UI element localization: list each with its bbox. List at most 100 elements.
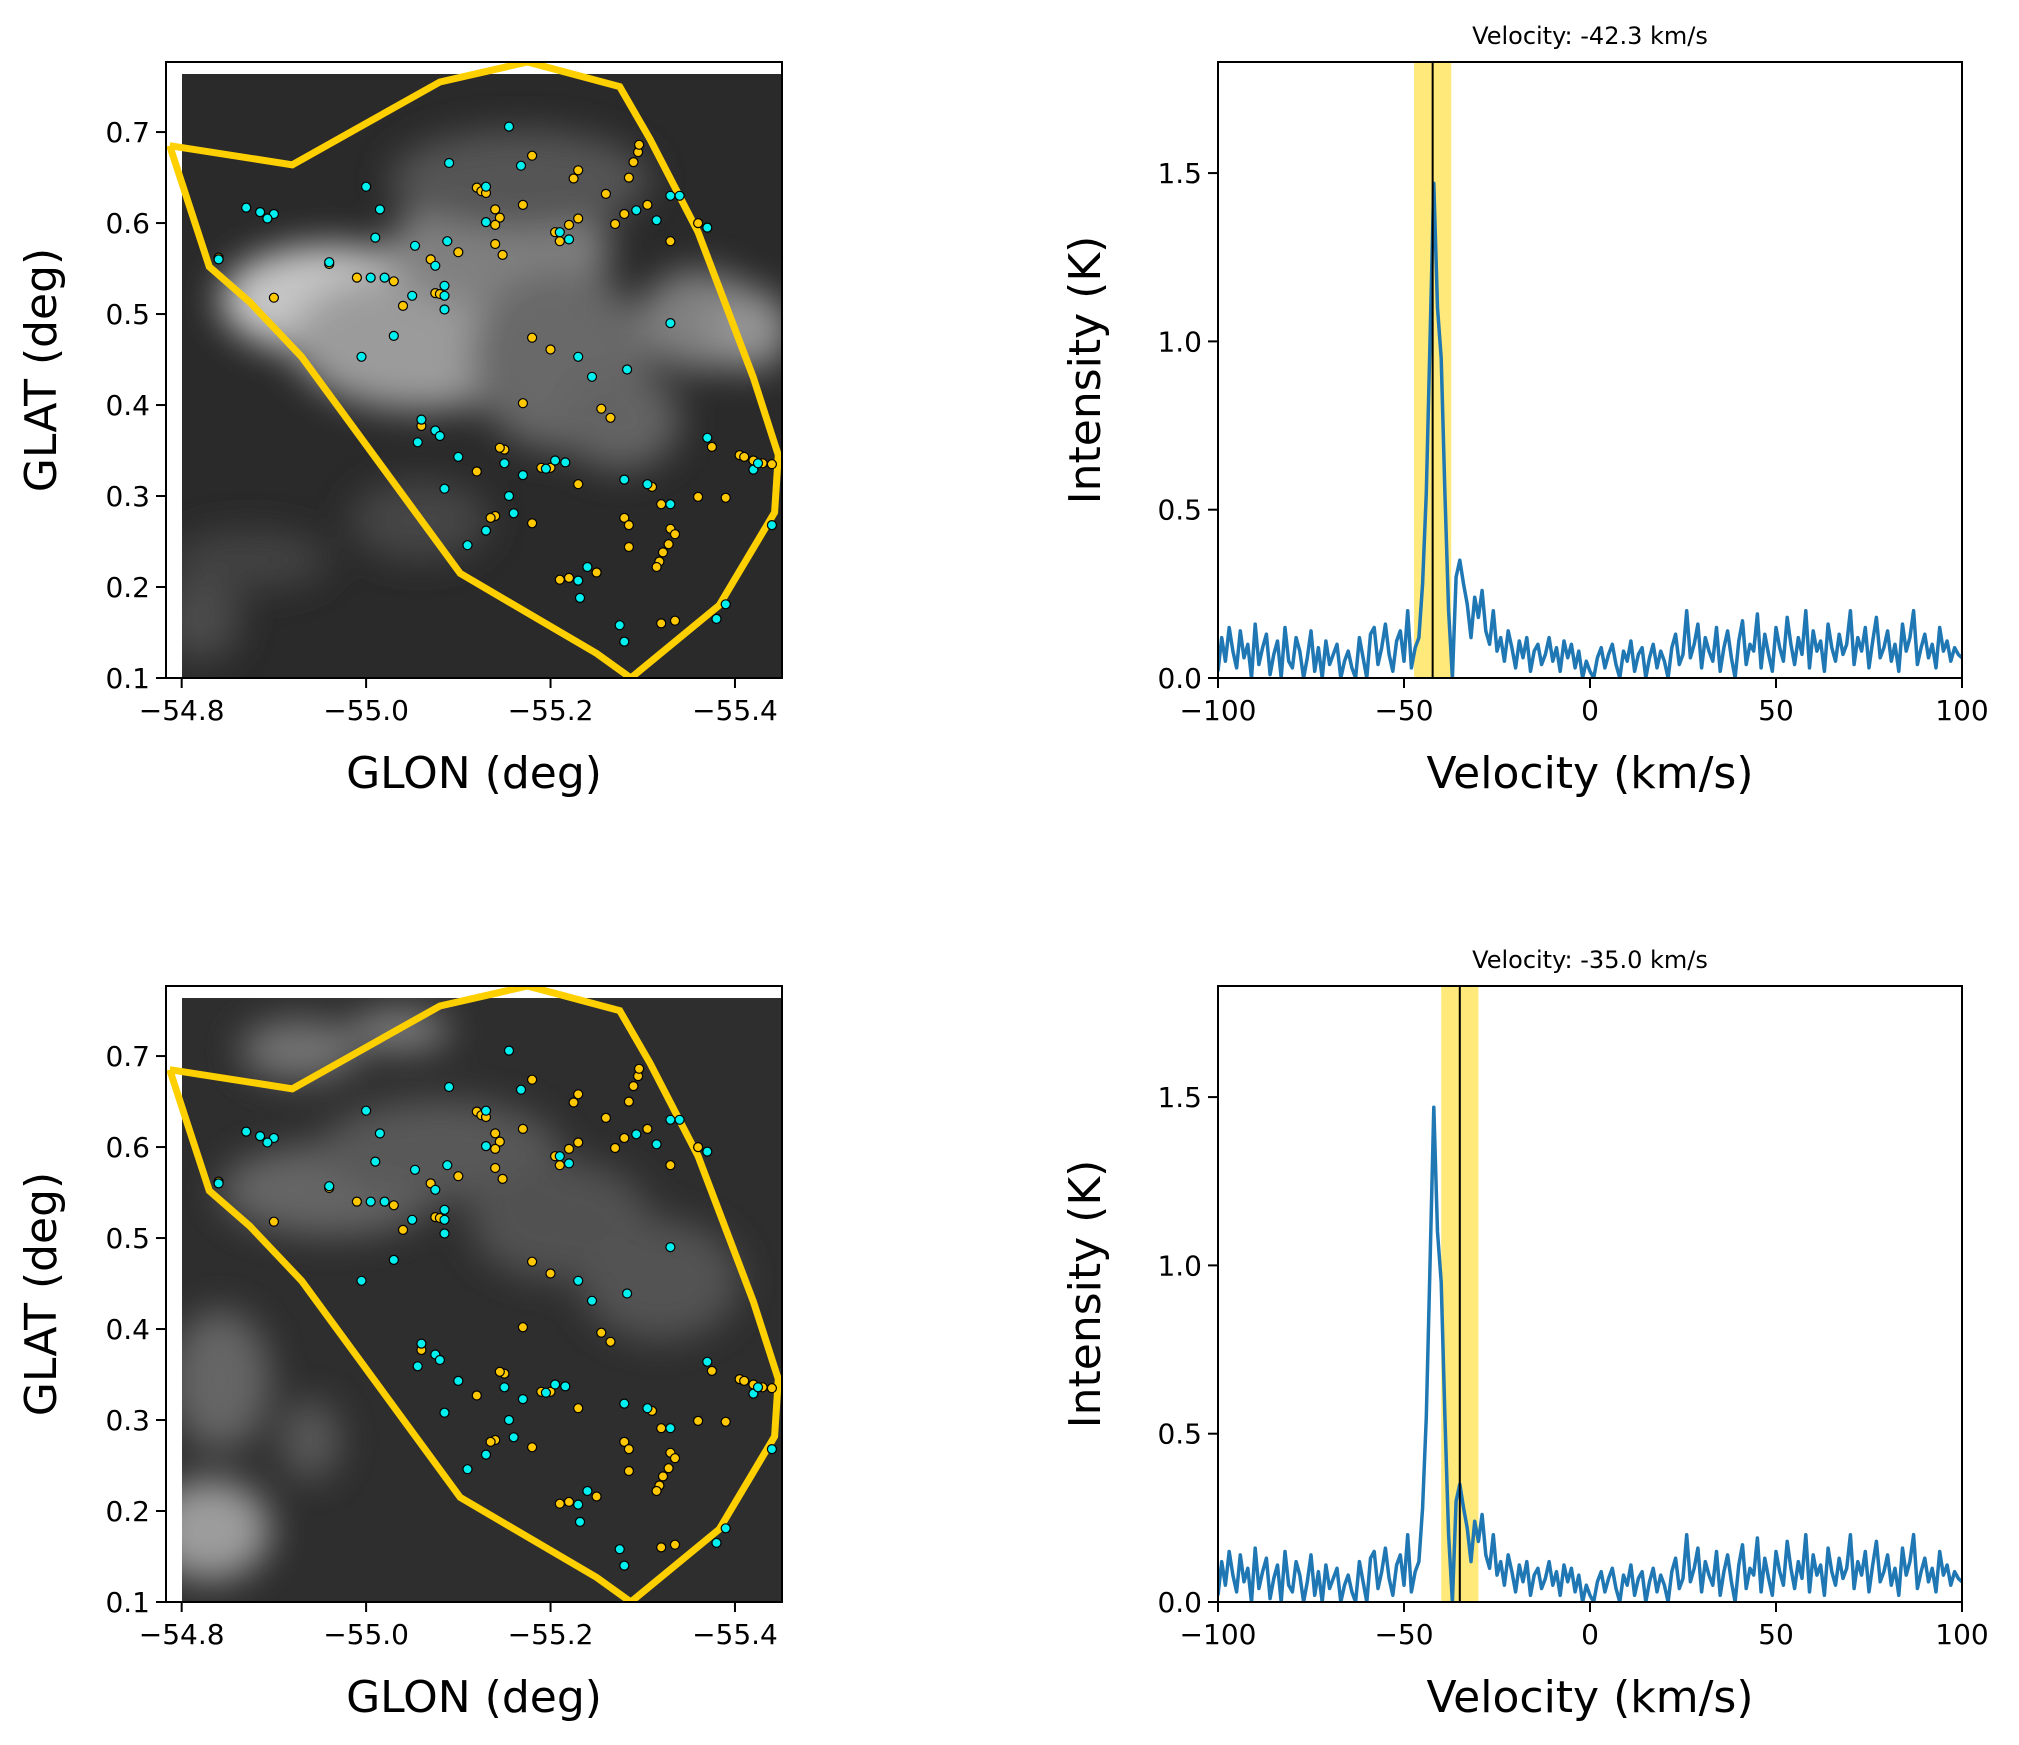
spectrum-yticks-bottom: 0.0 0.5 1.0 1.5 bbox=[1157, 1081, 1218, 1619]
source-point-gold bbox=[471, 466, 482, 477]
source-point-gold bbox=[397, 1224, 409, 1236]
source-point-cyan bbox=[563, 234, 575, 245]
source-point-gold bbox=[623, 541, 635, 553]
source-point-cyan bbox=[262, 213, 273, 224]
source-point-gold bbox=[628, 157, 639, 168]
source-point-cyan bbox=[480, 217, 492, 228]
source-point-gold bbox=[669, 615, 681, 626]
source-point-gold bbox=[605, 1336, 616, 1347]
source-point-cyan bbox=[365, 1196, 376, 1207]
map-yticks-top: 0.1 0.2 0.3 0.4 0.5 0.6 0.7 bbox=[105, 116, 166, 695]
source-point-gold bbox=[656, 618, 667, 629]
source-point-gold bbox=[485, 1436, 496, 1448]
source-point-gold bbox=[563, 1143, 575, 1155]
source-point-gold bbox=[453, 1171, 464, 1182]
source-point-gold bbox=[517, 398, 529, 409]
source-point-cyan bbox=[560, 1381, 571, 1392]
source-point-gold bbox=[628, 1080, 639, 1092]
source-point-cyan bbox=[766, 1443, 778, 1455]
x-tick-label: −55.2 bbox=[508, 694, 594, 727]
map-xlabel-top: GLON (deg) bbox=[346, 748, 602, 799]
source-point-gold bbox=[623, 1096, 635, 1107]
source-point-gold bbox=[563, 572, 575, 584]
y-tick-label: 0.6 bbox=[105, 207, 150, 240]
x-tick-label: −50 bbox=[1374, 1618, 1433, 1651]
source-point-cyan bbox=[702, 222, 713, 233]
source-point-cyan bbox=[674, 190, 685, 201]
source-point-cyan bbox=[480, 1449, 492, 1460]
source-point-gold bbox=[739, 451, 750, 462]
source-point-gold bbox=[720, 492, 731, 503]
y-tick-label: 0.5 bbox=[105, 298, 150, 331]
x-tick-label: −100 bbox=[1180, 694, 1257, 727]
map-xlabel-bottom: GLON (deg) bbox=[346, 1672, 602, 1723]
source-point-cyan bbox=[614, 620, 625, 631]
source-point-cyan bbox=[573, 1499, 584, 1510]
source-point-gold bbox=[656, 1423, 667, 1434]
x-tick-label: −54.8 bbox=[139, 694, 225, 727]
source-point-gold bbox=[692, 1415, 704, 1427]
source-point-cyan bbox=[480, 1105, 492, 1116]
map-ylabel-bottom: GLAT (deg) bbox=[16, 1172, 67, 1416]
source-point-gold bbox=[642, 1123, 653, 1135]
source-point-cyan bbox=[549, 455, 561, 466]
source-point-gold bbox=[651, 561, 662, 573]
source-point-cyan bbox=[586, 1295, 598, 1306]
y-tick-label: 0.5 bbox=[105, 1222, 150, 1255]
spectrum-line-top bbox=[1218, 181, 1962, 678]
source-point-gold bbox=[526, 518, 538, 529]
source-point-cyan bbox=[439, 483, 450, 494]
source-point-gold bbox=[609, 218, 621, 230]
source-point-gold bbox=[494, 1366, 505, 1377]
source-point-gold bbox=[656, 1542, 667, 1553]
map-xticks-bottom: −54.8 −55.0 −55.2 −55.4 bbox=[139, 1602, 778, 1651]
source-point-cyan bbox=[241, 202, 252, 213]
source-point-cyan bbox=[720, 599, 731, 610]
source-point-gold bbox=[669, 1453, 681, 1464]
source-point-cyan bbox=[379, 272, 390, 283]
map-ylabel-top: GLAT (deg) bbox=[16, 248, 67, 492]
region-polygon-top bbox=[166, 62, 782, 678]
source-point-gold bbox=[656, 499, 667, 510]
source-point-cyan bbox=[621, 364, 633, 375]
source-point-cyan bbox=[508, 508, 519, 519]
source-point-cyan bbox=[503, 121, 515, 132]
y-tick-label: 0.0 bbox=[1157, 662, 1202, 695]
source-point-gold bbox=[494, 1136, 505, 1147]
spectrum-panel-bottom: Velocity: -35.0 km/s −100 −50 0 50 100 0.00.… bbox=[1060, 946, 1989, 1723]
source-point-cyan bbox=[631, 1129, 642, 1140]
source-point-cyan bbox=[388, 330, 399, 341]
source-point-cyan bbox=[586, 371, 598, 382]
source-point-gold bbox=[609, 1142, 621, 1154]
source-point-cyan bbox=[412, 437, 423, 448]
source-point-gold bbox=[692, 1141, 704, 1153]
source-point-cyan bbox=[642, 479, 653, 490]
y-tick-label: 0.7 bbox=[105, 116, 150, 149]
source-point-cyan bbox=[515, 1084, 527, 1095]
source-point-gold bbox=[596, 403, 607, 414]
source-point-cyan bbox=[255, 207, 266, 218]
source-point-cyan bbox=[642, 1403, 653, 1414]
source-point-cyan bbox=[720, 1523, 731, 1534]
source-point-gold bbox=[623, 1465, 635, 1477]
source-point-cyan bbox=[540, 1387, 552, 1398]
source-point-cyan bbox=[563, 1158, 575, 1169]
source-point-gold bbox=[568, 1097, 579, 1108]
source-point-cyan bbox=[374, 204, 385, 215]
source-point-gold bbox=[526, 1074, 538, 1085]
spectrum-xticks-top: −100 −50 0 50 100 bbox=[1180, 678, 1989, 727]
source-point-gold bbox=[633, 1063, 645, 1074]
source-point-cyan bbox=[439, 1407, 450, 1418]
source-point-gold bbox=[526, 1256, 538, 1267]
source-point-gold bbox=[706, 441, 718, 452]
source-point-gold bbox=[494, 212, 505, 223]
source-point-cyan bbox=[241, 1126, 252, 1137]
y-tick-label: 0.6 bbox=[105, 1131, 150, 1164]
source-point-gold bbox=[665, 1160, 676, 1171]
source-point-cyan bbox=[582, 1485, 593, 1497]
source-point-cyan bbox=[702, 432, 713, 443]
source-point-cyan bbox=[453, 451, 464, 462]
source-point-cyan bbox=[517, 470, 529, 481]
source-point-cyan bbox=[255, 1130, 266, 1142]
source-point-gold bbox=[619, 208, 630, 220]
